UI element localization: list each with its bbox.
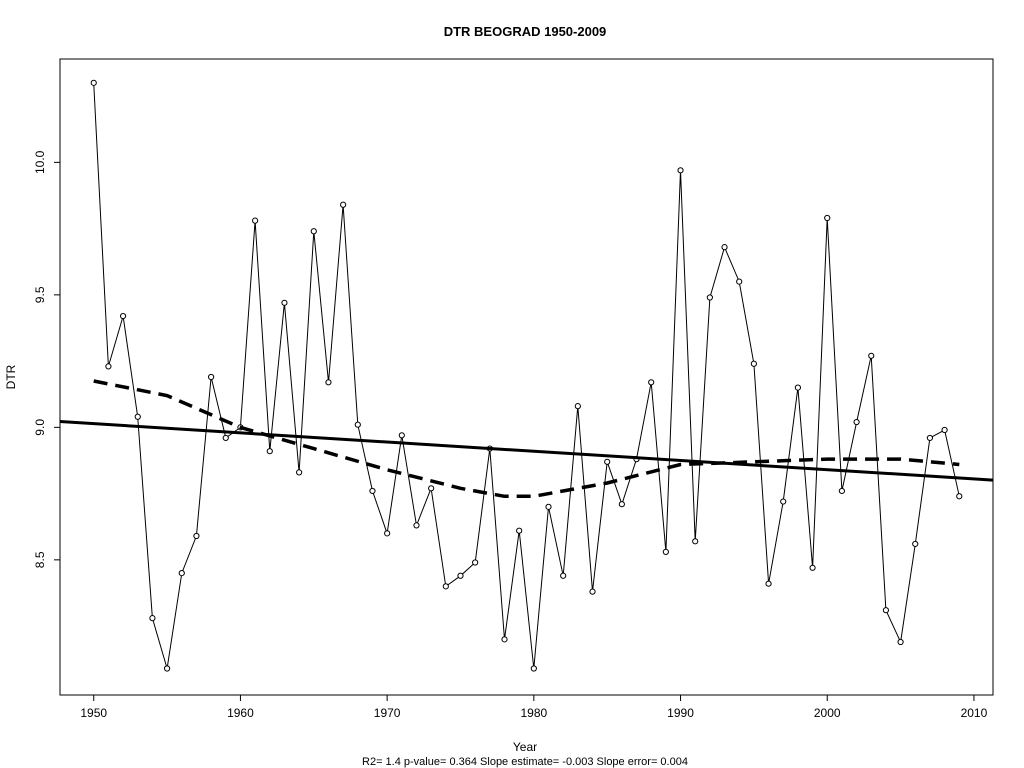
data-point: [310, 228, 317, 235]
data-point: [736, 278, 743, 285]
data-point: [941, 426, 948, 434]
data-point: [193, 532, 200, 540]
x-tick-label: 1990: [667, 706, 694, 720]
y-tick-label: 9.5: [33, 286, 47, 303]
data-point: [134, 413, 141, 420]
data-point: [706, 294, 713, 301]
data-point: [530, 665, 537, 672]
data-point: [574, 403, 581, 410]
data-point: [662, 548, 669, 556]
data-point: [677, 167, 684, 174]
x-tick-label: 1950: [80, 706, 107, 720]
data-point: [809, 564, 816, 571]
data-point: [794, 384, 801, 391]
x-tick-label: 1970: [374, 706, 401, 720]
x-axis-label: Year: [513, 740, 537, 754]
data-point: [780, 498, 787, 505]
data-point: [369, 487, 376, 495]
data-point: [604, 458, 611, 465]
data-point: [207, 373, 215, 381]
y-tick-label: 8.5: [33, 551, 47, 568]
plot-area: 1950 1960 1970 1980 1990 2000 2010 8.5 9.0 9.5 10.…: [33, 58, 994, 720]
data-point: [501, 636, 508, 643]
data-point: [163, 665, 171, 672]
smooth-curve: [93, 379, 960, 499]
data-point: [90, 79, 97, 86]
data-point: [325, 379, 332, 386]
x-tick-label: 2000: [814, 706, 841, 720]
y-axis-label: DTR: [4, 364, 18, 389]
data-point: [413, 522, 420, 529]
data-point: [926, 434, 934, 442]
x-tick-label: 2010: [961, 706, 988, 720]
data-point: [692, 538, 699, 545]
data-point: [868, 352, 875, 359]
x-tick-label: 1980: [520, 706, 547, 720]
data-point: [442, 583, 449, 590]
data-point: [560, 572, 567, 579]
data-point: [384, 530, 391, 537]
trend-line: [59, 420, 994, 482]
data-point: [119, 312, 127, 320]
data-point: [457, 572, 464, 579]
data-point: [853, 418, 860, 426]
chart-subtitle: R2= 1.4 p-value= 0.364 Slope estimate= -…: [362, 756, 688, 768]
data-point: [648, 379, 655, 386]
data-point: [765, 580, 772, 587]
data-point: [252, 217, 259, 224]
x-tick-label: 1960: [227, 706, 254, 720]
data-point: [897, 638, 904, 646]
y-tick-label: 9.0: [33, 419, 47, 436]
data-point: [340, 201, 347, 208]
y-tick-label: 10.0: [33, 150, 47, 174]
data-point: [882, 607, 890, 614]
data-point: [296, 469, 303, 476]
plot-frame: [59, 58, 994, 696]
data-point: [105, 363, 112, 370]
data-point: [149, 615, 156, 622]
data-point: [516, 527, 523, 534]
data-point: [721, 244, 728, 251]
data-point: [472, 559, 479, 566]
data-point: [266, 448, 273, 455]
data-point: [618, 501, 625, 508]
data-point: [956, 493, 963, 500]
data-point: [428, 485, 435, 492]
data-point: [545, 503, 552, 510]
data-point: [222, 434, 229, 442]
data-point: [750, 360, 757, 367]
data-point: [589, 588, 596, 595]
chart-title: DTR BEOGRAD 1950-2009: [444, 24, 607, 39]
series-line-dtr: [93, 82, 960, 669]
data-point: [912, 540, 919, 548]
data-point: [838, 487, 846, 495]
data-point: [178, 570, 185, 577]
data-point: [824, 214, 831, 222]
data-point: [281, 299, 288, 306]
data-point: [398, 432, 405, 439]
data-point: [354, 421, 361, 428]
